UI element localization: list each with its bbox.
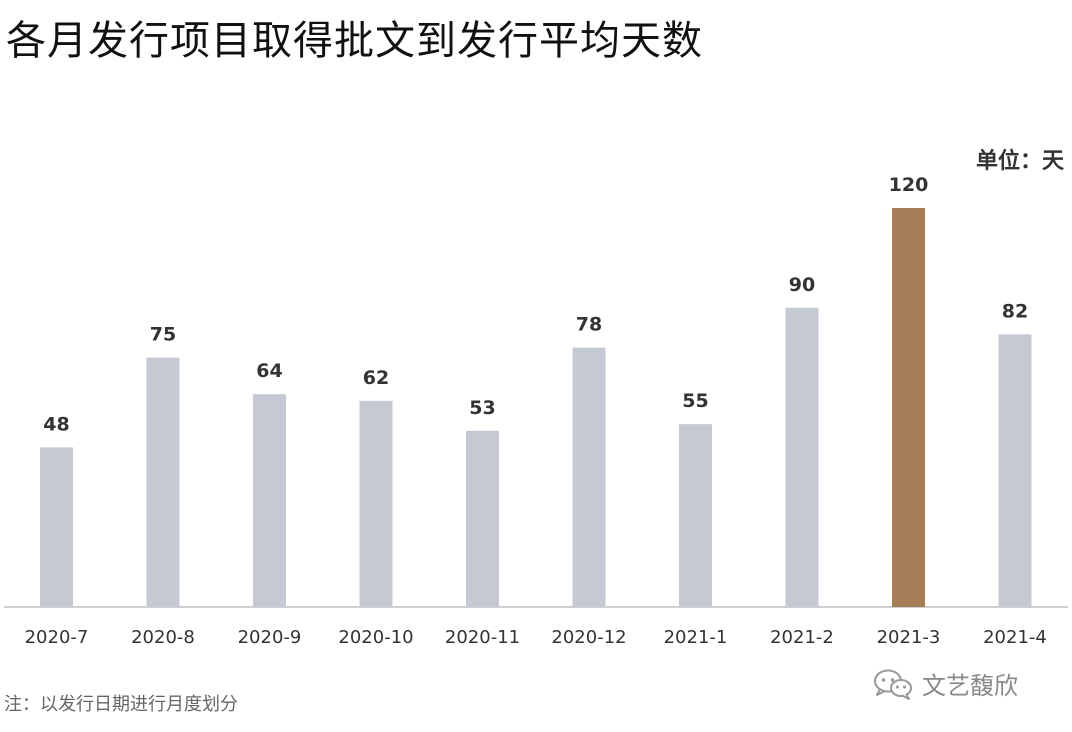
data-label-2020-7: 48 [43,413,69,435]
data-label-2021-2: 90 [789,274,815,296]
wechat-icon [874,669,912,700]
data-label-2021-1: 55 [682,390,708,412]
bar-2020-7 [40,447,73,607]
data-label-2020-8: 75 [150,324,176,346]
bar-2020-8 [146,357,180,607]
data-label-2021-4: 82 [1002,300,1028,322]
bar-2021-1 [679,424,712,607]
data-label-2020-9: 64 [256,360,282,382]
x-tick-2020-10: 2020-10 [338,627,413,648]
chart-title: 各月发行项目取得批文到发行平均天数 [6,18,703,64]
footnote: 注：以发行日期进行月度划分 [4,694,238,715]
x-tick-2021-1: 2021-1 [664,627,728,648]
x-tick-2020-11: 2020-11 [445,627,520,648]
data-label-2020-12: 78 [576,314,602,336]
bar-2020-9 [253,394,286,607]
x-tick-2020-9: 2020-9 [238,627,302,648]
bar-2021-2 [785,307,819,607]
unit-label: 单位：天 [975,149,1064,174]
bar-2021-3 [892,208,925,607]
bar-2020-11 [466,430,499,607]
bar-2021-4 [998,334,1032,607]
x-tick-2020-12: 2020-12 [551,627,626,648]
bar-2020-10 [359,400,393,607]
watermark-text: 文艺馥欣 [922,672,1018,700]
bar-2020-12 [572,347,606,607]
data-label-2020-10: 62 [363,367,389,389]
x-tick-2020-7: 2020-7 [25,627,89,648]
x-tick-2021-4: 2021-4 [983,627,1047,648]
x-tick-2021-3: 2021-3 [877,627,941,648]
x-tick-2020-8: 2020-8 [131,627,195,648]
data-label-2020-11: 53 [469,397,495,419]
data-label-2021-3: 120 [889,174,929,196]
x-tick-2021-2: 2021-2 [770,627,834,648]
watermark: 文艺馥欣 [872,666,1018,701]
